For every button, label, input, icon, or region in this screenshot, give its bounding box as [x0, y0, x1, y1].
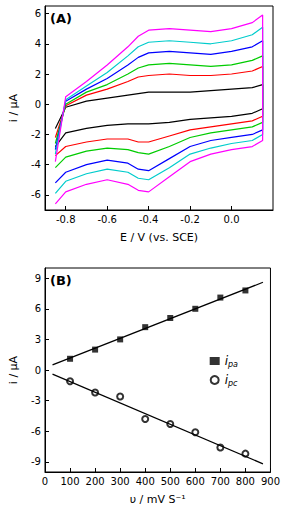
svg-text:(B): (B) [50, 273, 72, 288]
svg-text:i: i [224, 373, 228, 387]
svg-text:600: 600 [186, 476, 205, 487]
svg-text:500: 500 [161, 476, 180, 487]
svg-text:2: 2 [35, 69, 41, 80]
svg-text:E / V (vs. SCE): E / V (vs. SCE) [120, 231, 198, 244]
svg-text:400: 400 [136, 476, 155, 487]
svg-text:-3: -3 [31, 395, 41, 406]
svg-text:-2: -2 [31, 129, 41, 140]
svg-text:0: 0 [35, 99, 41, 110]
svg-text:-4: -4 [31, 159, 41, 170]
svg-text:-0.8: -0.8 [56, 214, 76, 225]
svg-text:(A): (A) [50, 11, 72, 26]
svg-text:0: 0 [35, 365, 41, 376]
svg-text:3: 3 [35, 334, 41, 345]
svg-text:-0.2: -0.2 [180, 214, 200, 225]
svg-text:9: 9 [35, 273, 41, 284]
svg-text:900: 900 [261, 476, 280, 487]
svg-text:0: 0 [42, 476, 48, 487]
svg-text:i / µA: i / µA [7, 93, 20, 122]
svg-text:i: i [224, 354, 228, 368]
svg-text:-0.4: -0.4 [139, 214, 159, 225]
svg-text:-6: -6 [31, 189, 41, 200]
svg-text:6: 6 [35, 303, 41, 314]
svg-text:i / µA: i / µA [7, 355, 20, 384]
svg-text:υ / mV S⁻¹: υ / mV S⁻¹ [130, 493, 186, 506]
svg-text:0.0: 0.0 [224, 214, 240, 225]
svg-text:-9: -9 [31, 456, 41, 467]
svg-text:200: 200 [86, 476, 105, 487]
svg-text:800: 800 [236, 476, 255, 487]
svg-text:6: 6 [35, 8, 41, 19]
svg-text:pa: pa [227, 360, 238, 369]
svg-text:-0.6: -0.6 [97, 214, 117, 225]
svg-text:4: 4 [35, 38, 41, 49]
svg-text:pc: pc [227, 379, 238, 388]
svg-text:700: 700 [211, 476, 230, 487]
svg-text:-6: -6 [31, 426, 41, 437]
svg-text:100: 100 [61, 476, 80, 487]
svg-text:300: 300 [111, 476, 130, 487]
